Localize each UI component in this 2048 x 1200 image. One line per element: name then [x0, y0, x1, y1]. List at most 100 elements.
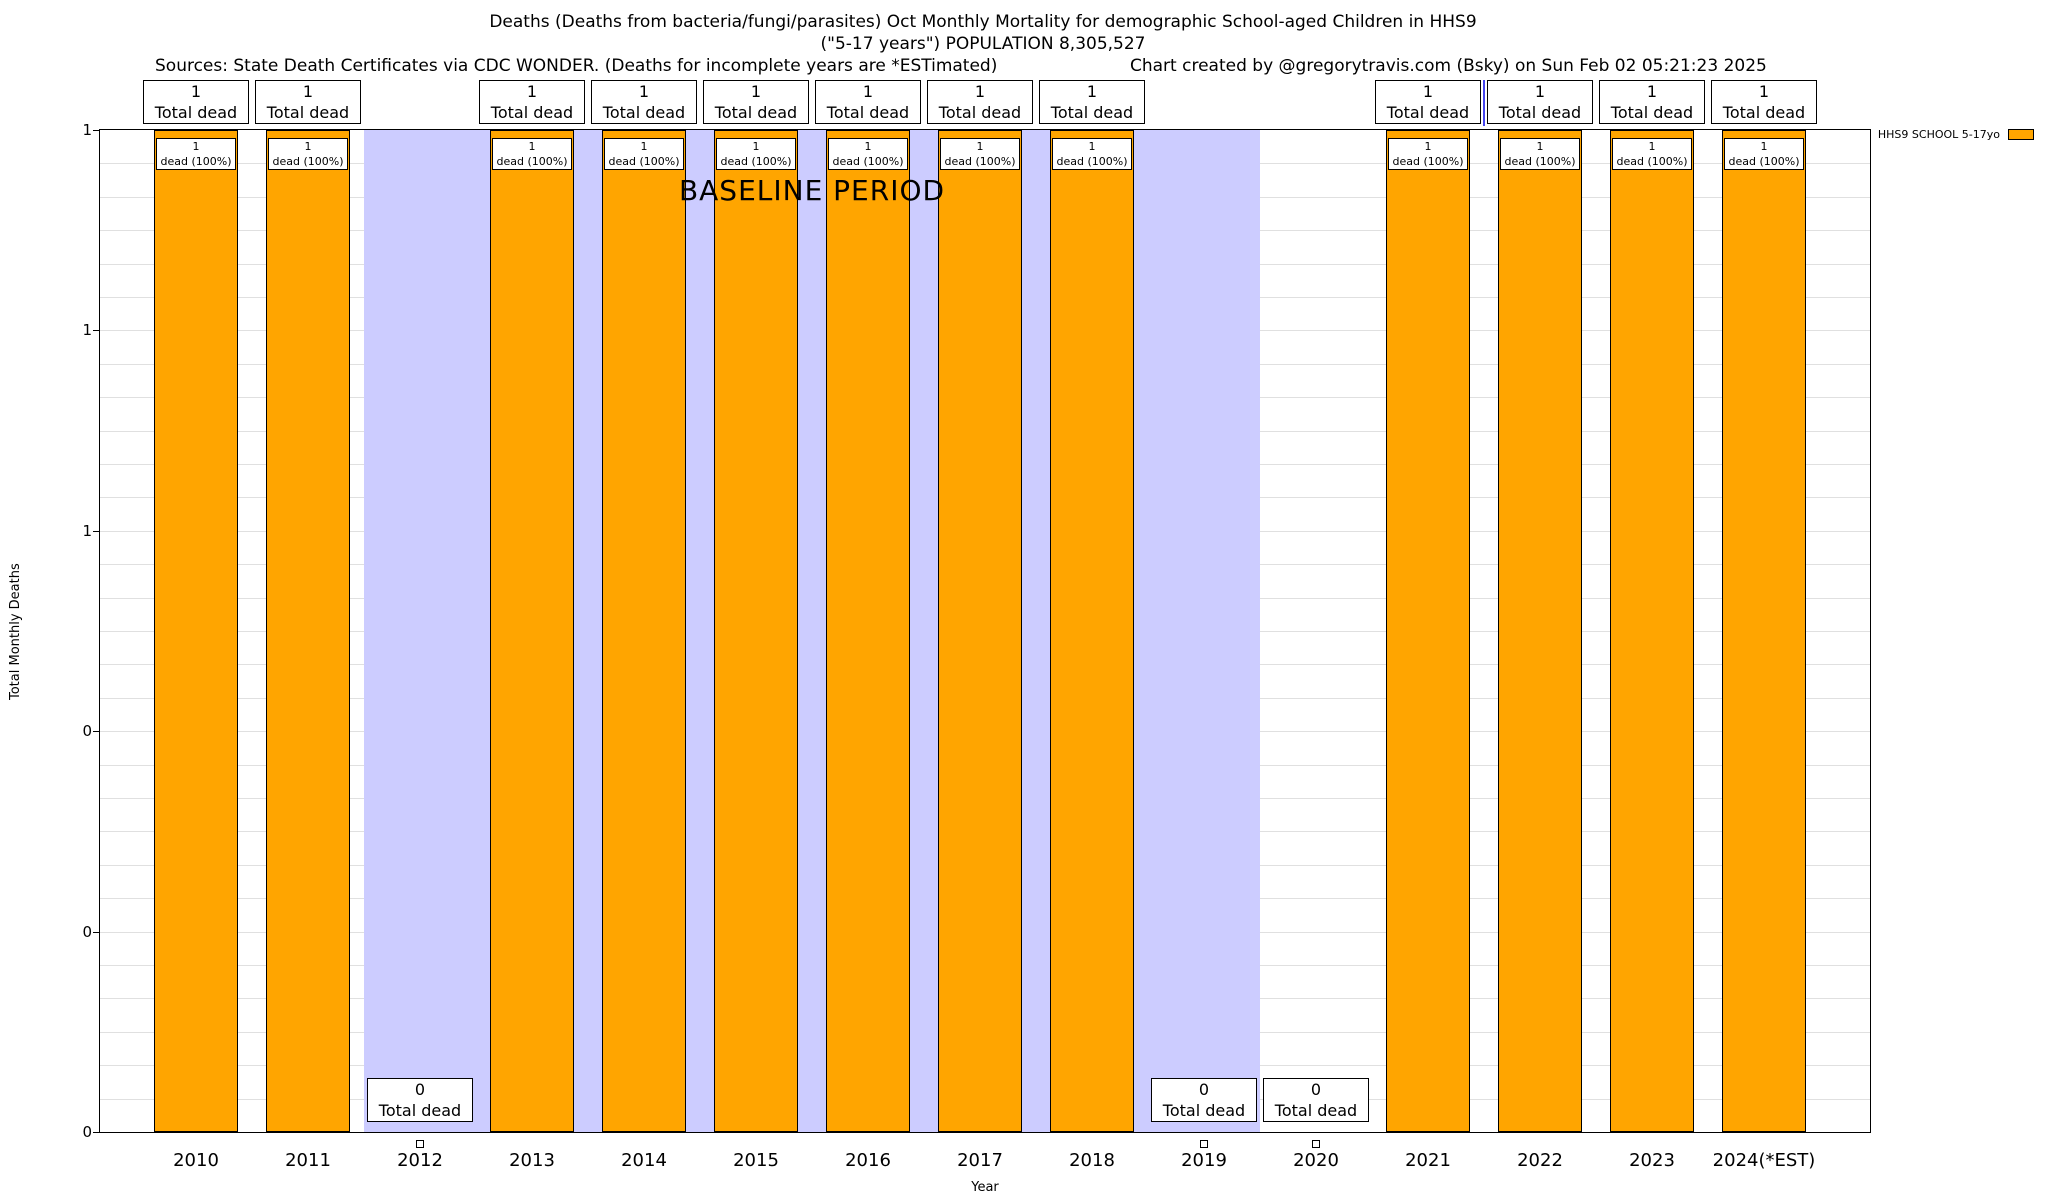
chart-title-line1: Deaths (Deaths from bacteria/fungi/paras… [489, 12, 1477, 32]
inbar-dead-box-2010-value: 1 [192, 140, 200, 153]
y-tick-label: 0 [82, 922, 92, 941]
y-axis-title: Total Monthly Deaths [8, 563, 23, 700]
total-dead-box-2022: 1 Total dead [1487, 80, 1593, 124]
baseline-period-label: BASELINE PERIOD [678, 174, 946, 207]
inbar-dead-box-2017: 1 dead (100%) [940, 138, 1020, 170]
year-label-2018: 2018 [1069, 1150, 1115, 1171]
total-dead-box-2016-value: 1 [862, 82, 874, 101]
bar-2013 [490, 130, 574, 1132]
y-tick-mark [93, 731, 99, 733]
bar-2022 [1498, 130, 1582, 1132]
total-dead-box-2013-caption: Total dead [490, 103, 574, 122]
inbar-dead-box-2017-caption: dead (100%) [944, 155, 1016, 168]
inbar-dead-box-2010-caption: dead (100%) [160, 155, 232, 168]
inbar-dead-box-2016-caption: dead (100%) [832, 155, 904, 168]
y-tick-mark [93, 130, 99, 131]
plot-area [99, 129, 1871, 1133]
total-dead-box-2010: 1 Total dead [143, 80, 249, 124]
inbar-dead-box-2018-caption: dead (100%) [1056, 155, 1128, 168]
total-dead-box-2018-caption: Total dead [1050, 103, 1134, 122]
zero-dead-box-2019: 0 Total dead [1151, 1078, 1257, 1122]
total-dead-box-2021-value: 1 [1422, 82, 1434, 101]
y-tick-label: 0 [82, 1123, 92, 1141]
total-dead-box-2014: 1 Total dead [591, 80, 697, 124]
inbar-dead-box-2023: 1 dead (100%) [1612, 138, 1692, 170]
inbar-dead-box-2011: 1 dead (100%) [268, 138, 348, 170]
inbar-dead-box-2024(*EST): 1 dead (100%) [1724, 138, 1804, 170]
inbar-dead-box-2013-value: 1 [528, 140, 536, 153]
year-label-2016: 2016 [845, 1150, 891, 1171]
total-dead-box-2023: 1 Total dead [1599, 80, 1705, 124]
y-tick-label: 0 [82, 722, 92, 741]
total-dead-box-2015: 1 Total dead [703, 80, 809, 124]
inbar-dead-box-2021: 1 dead (100%) [1388, 138, 1468, 170]
total-dead-box-2013: 1 Total dead [479, 80, 585, 124]
year-label-2020: 2020 [1293, 1150, 1339, 1171]
bar-2015 [714, 130, 798, 1132]
year-label-2014: 2014 [621, 1150, 667, 1171]
year-label-2019: 2019 [1181, 1150, 1227, 1171]
zero-dead-box-2020-caption: Total dead [1274, 1101, 1358, 1120]
inbar-dead-box-2022-caption: dead (100%) [1504, 155, 1576, 168]
zero-dead-box-2012: 0 Total dead [367, 1078, 473, 1122]
inbar-dead-box-2015-caption: dead (100%) [720, 155, 792, 168]
total-dead-box-2015-value: 1 [750, 82, 762, 101]
total-dead-box-2018-value: 1 [1086, 82, 1098, 101]
inbar-dead-box-2023-value: 1 [1648, 140, 1656, 153]
zero-marker-2019 [1200, 1140, 1208, 1148]
inbar-dead-box-2022-value: 1 [1536, 140, 1544, 153]
total-dead-box-2021-caption: Total dead [1386, 103, 1470, 122]
total-dead-box-2021: 1 Total dead [1375, 80, 1481, 124]
inbar-dead-box-2014: 1 dead (100%) [604, 138, 684, 170]
y-tick-label: 1 [82, 321, 92, 340]
bar-2024(*EST) [1722, 130, 1806, 1132]
zero-marker-2012 [416, 1140, 424, 1148]
bar-2011 [266, 130, 350, 1132]
bar-2010 [154, 130, 238, 1132]
inbar-dead-box-2022: 1 dead (100%) [1500, 138, 1580, 170]
total-dead-box-2014-value: 1 [638, 82, 650, 101]
inbar-dead-box-2011-value: 1 [304, 140, 312, 153]
blue-tick-marker [1483, 80, 1485, 126]
inbar-dead-box-2016: 1 dead (100%) [828, 138, 908, 170]
year-label-2021: 2021 [1405, 1150, 1451, 1171]
zero-dead-box-2012-caption: Total dead [378, 1101, 462, 1120]
total-dead-box-2023-value: 1 [1646, 82, 1658, 101]
total-dead-box-2017-value: 1 [974, 82, 986, 101]
inbar-dead-box-2017-value: 1 [976, 140, 984, 153]
year-label-2012: 2012 [397, 1150, 443, 1171]
year-label-2024(*EST): 2024(*EST) [1712, 1150, 1816, 1171]
x-axis-title: Year [971, 1180, 999, 1195]
legend-label: HHS9 SCHOOL 5-17yo [1877, 128, 2000, 141]
y-tick-label: 1 [82, 521, 92, 540]
inbar-dead-box-2010: 1 dead (100%) [156, 138, 236, 170]
inbar-dead-box-2015-value: 1 [752, 140, 760, 153]
inbar-dead-box-2018: 1 dead (100%) [1052, 138, 1132, 170]
inbar-dead-box-2024(*EST)-value: 1 [1760, 140, 1768, 153]
y-tick-mark [93, 330, 99, 332]
bar-2017 [938, 130, 1022, 1132]
zero-dead-box-2020: 0 Total dead [1263, 1078, 1369, 1122]
total-dead-box-2010-value: 1 [190, 82, 202, 101]
inbar-dead-box-2011-caption: dead (100%) [272, 155, 344, 168]
total-dead-box-2011-caption: Total dead [266, 103, 350, 122]
legend-swatch-icon [2008, 129, 2034, 140]
total-dead-box-2024(*EST): 1 Total dead [1711, 80, 1817, 124]
total-dead-box-2016: 1 Total dead [815, 80, 921, 124]
inbar-dead-box-2024(*EST)-caption: dead (100%) [1728, 155, 1800, 168]
total-dead-box-2022-caption: Total dead [1498, 103, 1582, 122]
inbar-dead-box-2023-caption: dead (100%) [1616, 155, 1688, 168]
total-dead-box-2010-caption: Total dead [154, 103, 238, 122]
total-dead-box-2017-caption: Total dead [938, 103, 1022, 122]
total-dead-box-2023-caption: Total dead [1610, 103, 1694, 122]
year-label-2013: 2013 [509, 1150, 555, 1171]
y-tick-mark [93, 530, 99, 532]
bar-2014 [602, 130, 686, 1132]
total-dead-box-2017: 1 Total dead [927, 80, 1033, 124]
y-tick-label: 1 [82, 121, 92, 139]
zero-dead-box-2020-value: 0 [1310, 1080, 1322, 1099]
total-dead-box-2018: 1 Total dead [1039, 80, 1145, 124]
year-label-2023: 2023 [1629, 1150, 1675, 1171]
year-label-2022: 2022 [1517, 1150, 1563, 1171]
year-label-2015: 2015 [733, 1150, 779, 1171]
